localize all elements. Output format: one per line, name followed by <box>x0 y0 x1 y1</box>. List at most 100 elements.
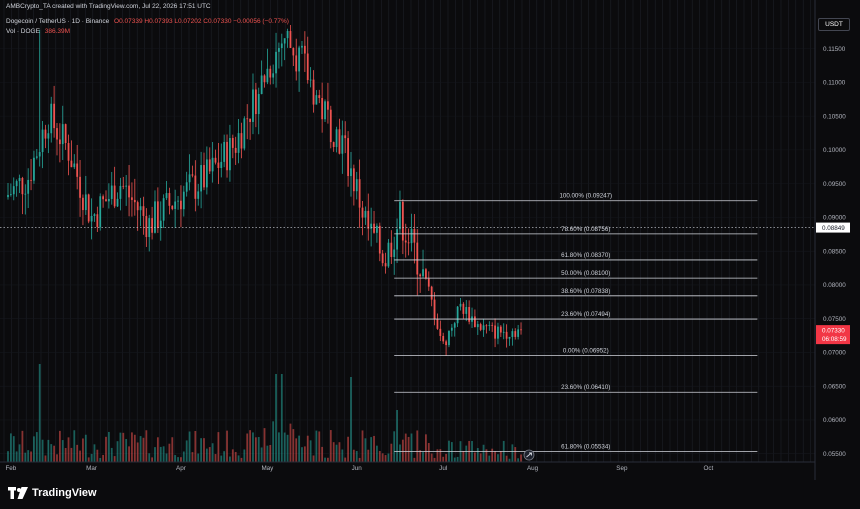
volume-bar <box>442 456 445 462</box>
candle-body <box>159 220 162 228</box>
volume-bar <box>364 438 367 462</box>
volume-bar <box>203 438 205 462</box>
candle-body <box>102 196 105 200</box>
candle-body <box>220 161 223 169</box>
price-tick-label: 0.06000 <box>823 417 846 424</box>
currency-unit-button[interactable]: USDT <box>818 18 850 31</box>
volume-bar <box>131 432 133 462</box>
time-axis[interactable]: Feb Mar Apr May Jun Jul Aug Sep Oct <box>5 465 713 472</box>
volume-bar <box>205 448 208 462</box>
candle-body <box>240 133 243 149</box>
volume-bar <box>378 450 381 462</box>
volume-bar <box>465 445 468 462</box>
candle-body <box>116 198 119 207</box>
volume-bar <box>306 435 309 462</box>
volume-bar <box>70 447 73 462</box>
candle-body <box>234 147 237 153</box>
volume-bar <box>514 447 517 462</box>
volume-bar <box>116 441 119 462</box>
candle-body <box>482 325 485 330</box>
volume-bar <box>269 445 272 462</box>
candle-body <box>381 253 384 264</box>
volume-bar <box>520 454 522 462</box>
candle-body <box>151 218 154 233</box>
symbol-name[interactable]: Dogecoin / TetherUS · 1D · Binance <box>6 18 110 25</box>
volume-bar <box>309 440 312 462</box>
candle-body <box>122 185 125 187</box>
volume-bar <box>105 436 107 462</box>
volume-label[interactable]: Vol · DOGE <box>6 28 40 35</box>
time-tick-label: Jul <box>439 465 447 472</box>
volume-bar <box>427 443 430 462</box>
candle-body <box>231 137 234 148</box>
volume-bar <box>517 458 520 462</box>
symbol-line: Dogecoin / TetherUS · 1D · Binance O0.07… <box>6 18 292 26</box>
fib-level-label: 23.60% (0.06410) <box>561 384 610 391</box>
jump-to-icon[interactable] <box>523 449 535 461</box>
volume-bar <box>171 437 174 462</box>
volume-bar <box>79 450 81 462</box>
tradingview-logo: TradingView <box>8 487 97 499</box>
candle-body <box>84 194 87 211</box>
candle-body <box>410 229 413 244</box>
candle-body <box>425 269 427 279</box>
volume-bar <box>133 434 136 462</box>
volume-bar <box>321 446 324 462</box>
volume-bar <box>93 444 96 462</box>
candle-body <box>352 168 355 192</box>
candle-body <box>332 142 335 148</box>
volume-bar <box>312 455 315 462</box>
candle-body <box>177 200 179 202</box>
time-tick-label: Oct <box>703 465 713 472</box>
candle-body <box>502 331 505 333</box>
candle-body <box>350 168 352 177</box>
candle-body <box>229 137 231 171</box>
candle-body <box>7 194 9 198</box>
candle-body <box>9 194 12 196</box>
candle-body <box>499 326 502 333</box>
candle-body <box>312 79 315 105</box>
volume-bar <box>352 449 355 462</box>
volume-bar <box>107 431 110 462</box>
volume-bar <box>292 429 295 462</box>
candle-body <box>61 124 64 145</box>
volume-bar <box>488 455 491 462</box>
candle-body <box>21 177 24 195</box>
volume-bar <box>229 456 231 462</box>
candle-body <box>520 329 522 331</box>
volume-bar <box>90 453 93 462</box>
candle-body <box>407 242 410 244</box>
candle-body <box>24 193 27 195</box>
candle-body <box>422 269 424 277</box>
fibonacci-retracement[interactable]: 100.00% (0.09247) 78.60% (0.08756) 61.80% … <box>394 193 758 452</box>
volume-bar <box>33 436 35 462</box>
candle-body <box>361 207 364 218</box>
volume-bar <box>84 434 87 462</box>
candle-body <box>303 45 306 54</box>
candle-body <box>257 94 260 115</box>
price-tick-label: 0.11000 <box>823 80 846 87</box>
volume-bar <box>430 453 433 462</box>
candle-body <box>459 303 462 307</box>
candle-body <box>445 341 447 346</box>
volume-bar <box>450 442 453 462</box>
candle-body <box>125 185 128 187</box>
candle-body <box>27 179 30 194</box>
candle-body <box>347 138 349 177</box>
candle-body <box>58 139 61 145</box>
volume-bars <box>7 364 522 462</box>
candle-body <box>148 218 151 238</box>
time-tick-label: Feb <box>5 465 16 472</box>
candle-body <box>387 242 390 267</box>
fib-level-label: 0.00% (0.06952) <box>563 348 609 355</box>
price-axis[interactable]: 0.11500 0.11000 0.10500 0.10000 0.09500 0.090… <box>823 46 846 458</box>
candle-body <box>243 118 246 149</box>
candle-body <box>399 201 401 230</box>
candle-body <box>214 157 217 163</box>
volume-bar <box>315 430 318 462</box>
price-tick-label: 0.10000 <box>823 147 846 154</box>
volume-bar <box>404 433 407 462</box>
volume-bar <box>376 445 378 462</box>
volume-bar <box>208 447 211 462</box>
